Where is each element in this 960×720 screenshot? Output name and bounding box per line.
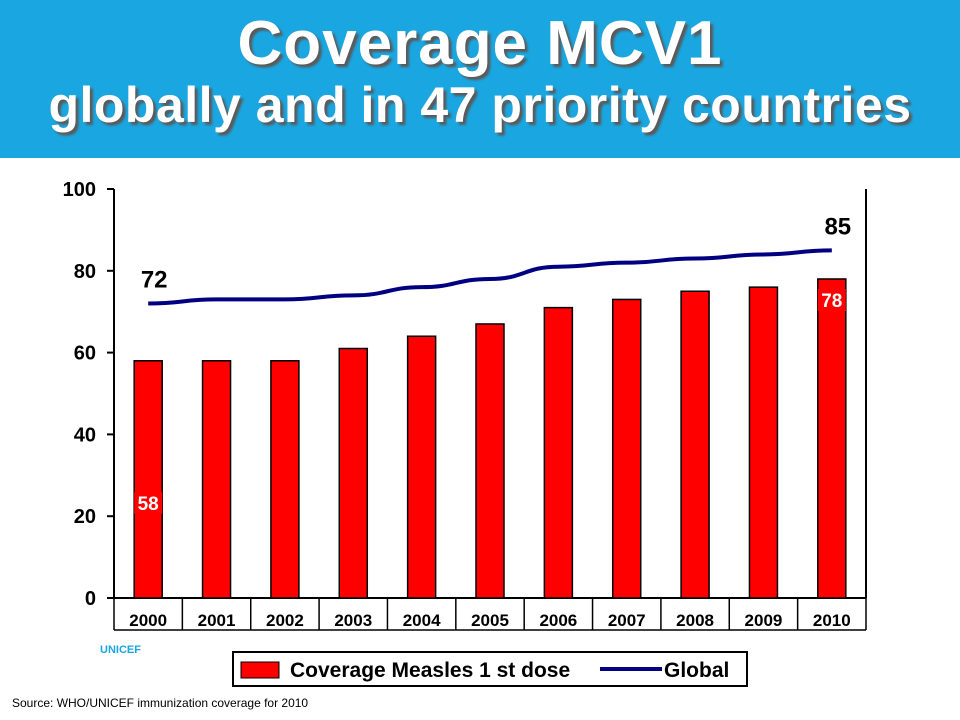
bar [680,290,710,599]
x-tick-label: 2006 [539,611,577,630]
x-tick-label: 2008 [676,611,714,630]
page-subtitle: globally and in 47 priority countries [48,77,912,133]
data-label: 85 [824,213,851,240]
bar [817,278,847,599]
x-tick-label: 2010 [813,611,851,630]
y-tick-label: 40 [74,424,96,446]
y-tick-label: 20 [74,506,96,528]
x-tick-label: 2004 [403,611,441,630]
bar [748,286,779,599]
title-banner: Coverage MCV1 globally and in 47 priorit… [0,0,960,158]
x-tick-label: 2000 [129,611,167,630]
page-title: Coverage MCV1 [237,9,723,78]
legend-bar-swatch [240,661,280,679]
x-tick-label: 2003 [334,611,372,630]
bar [475,323,505,599]
data-label: 78 [821,291,842,312]
legend-label-line: Global [664,659,729,682]
y-tick-label: 80 [74,261,96,283]
unicef-watermark: UNICEF [100,644,141,656]
bar [611,298,642,599]
source-note: Source: WHO/UNICEF immunization coverage… [12,696,309,710]
x-tick-label: 2007 [608,611,646,630]
y-tick-label: 60 [74,343,96,365]
data-label-bg [817,288,846,311]
bar [270,360,300,599]
bar [543,306,574,599]
y-tick-label: 0 [85,588,96,610]
x-tick-label: 2002 [266,611,304,630]
data-label-bg [134,491,163,514]
bar [406,335,437,599]
x-tick-label: 2001 [198,611,236,630]
data-label: 72 [141,267,168,294]
y-tick-label: 100 [63,179,96,201]
bar [201,360,232,599]
x-tick-label: 2005 [471,611,509,630]
legend-label-bars: Coverage Measles 1 st dose [290,659,570,682]
global-line [148,248,832,306]
bar [338,347,369,599]
bar [133,360,163,599]
data-label: 58 [138,494,159,515]
x-tick-label: 2009 [745,611,783,630]
